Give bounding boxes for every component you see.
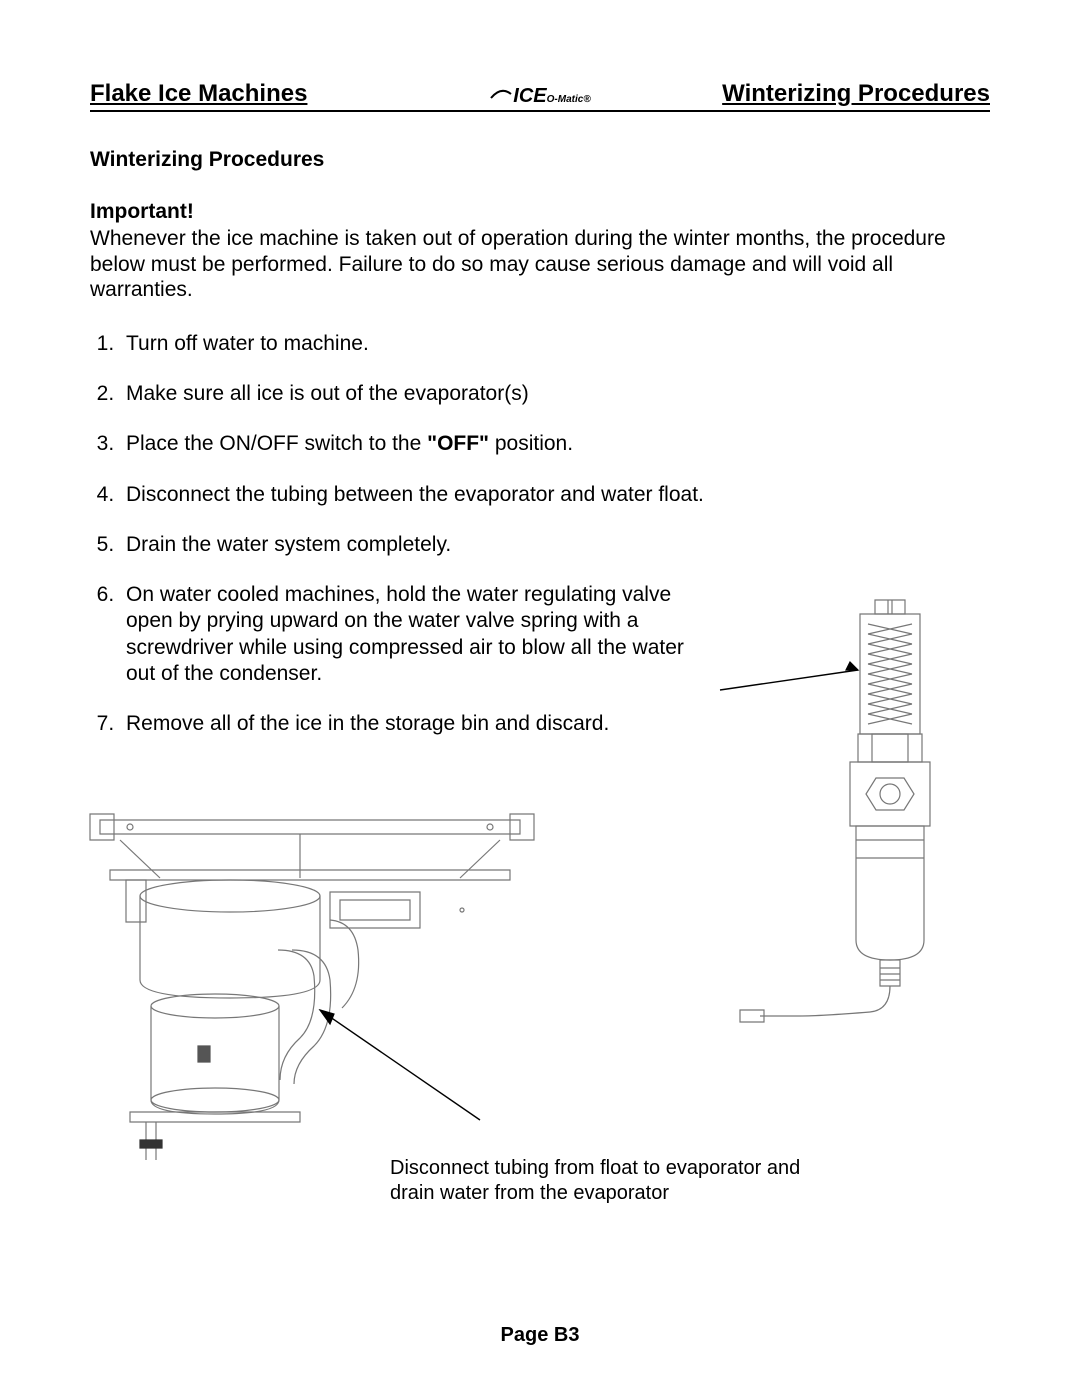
- evaporator-caption: Disconnect tubing from float to evaporat…: [390, 1156, 830, 1206]
- step-6-text: On water cooled machines, hold the water…: [126, 582, 686, 687]
- page-footer: Page B3: [0, 1324, 1080, 1347]
- header-right-title: Winterizing Procedures: [690, 80, 990, 108]
- step-3-lead: Place the ON/OFF switch to the: [126, 432, 427, 455]
- header-left-title: Flake Ice Machines: [90, 80, 390, 108]
- brand-sub-text: O-Matic: [547, 94, 584, 105]
- section-heading: Winterizing Procedures: [90, 148, 990, 172]
- step-1: Turn off water to machine.: [120, 331, 990, 357]
- step-3: Place the ON/OFF switch to the "OFF" pos…: [120, 431, 990, 457]
- page: Flake Ice Machines ICEO-Matic® Winterizi…: [0, 0, 1080, 1397]
- evaporator-svg: [90, 800, 550, 1160]
- header-brand: ICEO-Matic®: [390, 85, 690, 108]
- brand-main-text: ICE: [513, 85, 546, 107]
- step-2: Make sure all ice is out of the evaporat…: [120, 381, 990, 407]
- page-header: Flake Ice Machines ICEO-Matic® Winterizi…: [90, 80, 990, 112]
- valve-figure: [780, 600, 980, 1020]
- evaporator-figure: [90, 800, 550, 1160]
- valve-svg: [780, 600, 980, 1020]
- brand-reg-mark: ®: [583, 94, 590, 105]
- step-3-tail: position.: [489, 432, 573, 455]
- intro-paragraph: Whenever the ice machine is taken out of…: [90, 226, 990, 303]
- step-4: Disconnect the tubing between the evapor…: [120, 482, 990, 508]
- important-label: Important!: [90, 200, 990, 224]
- brand-swoosh-icon: [489, 85, 513, 108]
- step-3-bold: "OFF": [427, 432, 489, 455]
- step-5: Drain the water system completely.: [120, 532, 990, 558]
